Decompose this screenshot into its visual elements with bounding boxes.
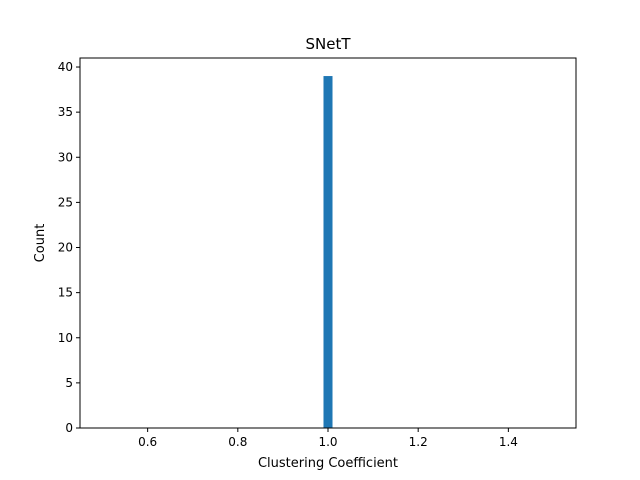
x-tick-label: 1.2 [409,435,428,449]
y-tick-label: 25 [58,195,73,209]
y-tick-label: 5 [65,376,73,390]
x-tick-label: 1.4 [499,435,518,449]
x-tick-label: 1.0 [318,435,337,449]
y-tick-label: 40 [58,60,73,74]
y-tick-label: 10 [58,331,73,345]
y-tick-label: 20 [58,241,73,255]
x-axis-ticks: 0.6 0.8 1.0 1.2 1.4 [138,428,518,449]
y-tick-label: 0 [65,421,73,435]
bars-group [323,76,333,429]
y-axis-label: Count [33,224,48,263]
chart-title: SNetT [305,35,351,53]
histogram-bar [323,76,333,429]
y-tick-label: 35 [58,105,73,119]
x-tick-label: 0.6 [138,435,157,449]
y-tick-label: 15 [58,286,73,300]
axes-frame [79,57,577,429]
x-tick-label: 0.8 [228,435,247,449]
y-tick-label: 30 [58,150,73,164]
x-axis-label: Clustering Coefficient [258,456,398,471]
y-axis-ticks: 0 5 10 15 20 25 30 35 40 [58,60,80,435]
